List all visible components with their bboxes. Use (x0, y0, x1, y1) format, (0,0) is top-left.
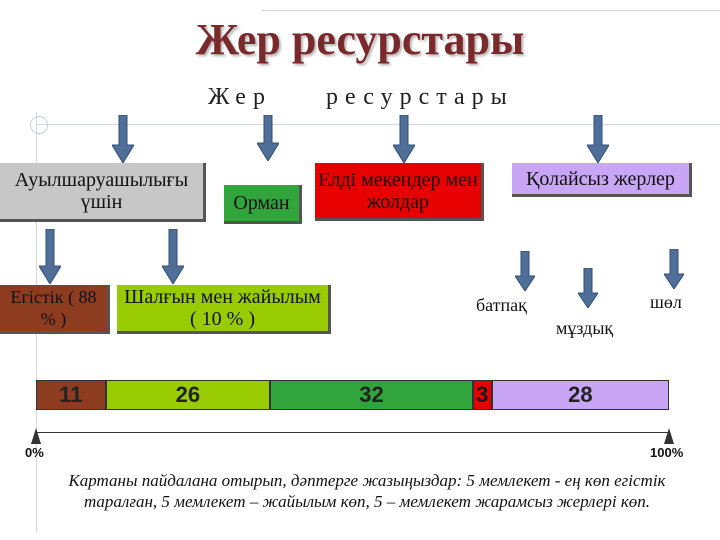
subtitle-left: Жер (208, 84, 272, 110)
axis-end-marker (664, 428, 674, 444)
category-forest: Орман (224, 185, 302, 224)
axis-start-marker (31, 428, 41, 444)
subcategory-arable: Егістік ( 88 % ) (0, 285, 110, 334)
arrow-down-icon (515, 251, 535, 291)
axis-label-100: 100% (650, 445, 684, 460)
bar-segment-3: 32 (270, 380, 473, 410)
label-desert: шөл (650, 292, 682, 312)
bar-segment-5: 28 (491, 380, 669, 410)
subtitle-right: ресурстары (326, 84, 514, 110)
decor-circle (30, 116, 48, 134)
assignment-note: Картаны пайдалана отырып, дәптерге жазың… (68, 471, 666, 511)
bar-segment-2: 26 (105, 380, 271, 410)
bar-axis-line (36, 432, 669, 433)
arrow-down-icon (112, 115, 134, 163)
decor-line-mid (36, 124, 720, 125)
page-title: Жер ресурстары (195, 15, 525, 64)
arrow-down-icon (587, 115, 609, 163)
bar-segment-1: 11 (36, 380, 106, 410)
arrow-down-icon (578, 268, 598, 308)
decor-line-top (262, 10, 720, 11)
arrow-down-icon (39, 229, 61, 284)
label-swamp: батпақ (476, 295, 527, 315)
arrow-down-icon (393, 115, 415, 163)
category-settlements: Елді мекендер мен жолдар (315, 163, 484, 221)
category-agriculture: Ауылшаруашылығы үшін (0, 163, 206, 222)
axis-label-0: 0% (25, 445, 44, 460)
arrow-down-icon (162, 229, 184, 284)
subcategory-pasture: Шалғын мен жайылым ( 10 % ) (117, 285, 331, 334)
bar-segment-4: 3 (472, 380, 492, 410)
category-unfavorable: Қолайсыз жерлер (512, 163, 692, 197)
arrow-down-icon (664, 249, 684, 289)
label-ice: мұздық (556, 318, 614, 338)
arrow-down-icon (257, 115, 279, 161)
